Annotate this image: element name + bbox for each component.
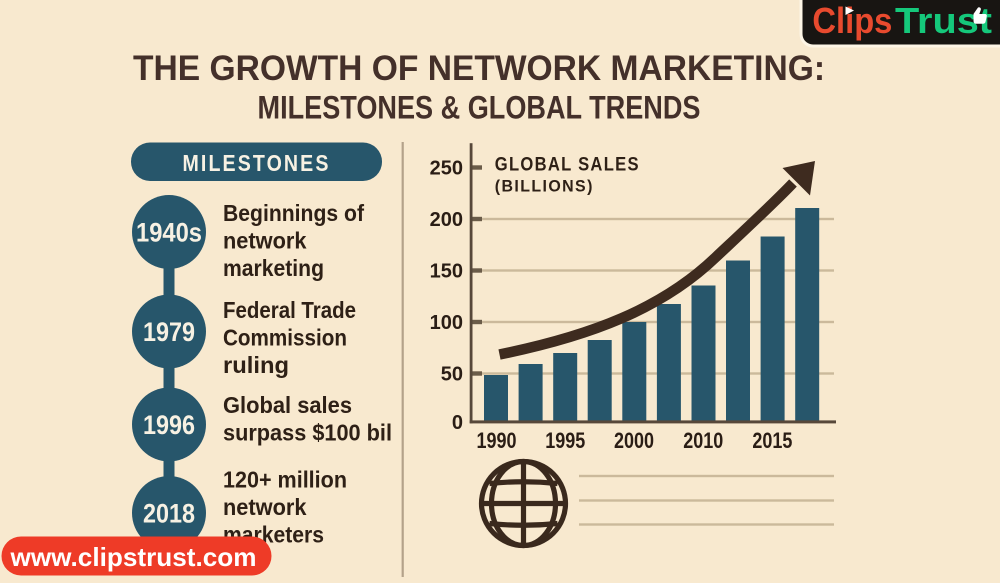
svg-text:250: 250 bbox=[430, 157, 463, 179]
svg-text:Commission: Commission bbox=[223, 324, 347, 350]
svg-text:surpass $100 bil: surpass $100 bil bbox=[223, 419, 392, 445]
svg-text:ruling: ruling bbox=[223, 352, 289, 378]
svg-text:150: 150 bbox=[430, 260, 463, 282]
svg-text:100: 100 bbox=[430, 312, 463, 334]
svg-text:network: network bbox=[223, 228, 307, 254]
svg-text:network: network bbox=[223, 494, 307, 520]
svg-text:1990: 1990 bbox=[477, 428, 517, 453]
svg-text:200: 200 bbox=[430, 209, 463, 231]
svg-text:Global sales: Global sales bbox=[223, 392, 352, 418]
svg-text:120+ million: 120+ million bbox=[223, 466, 347, 492]
svg-text:1996: 1996 bbox=[143, 410, 195, 440]
svg-text:Beginnings of: Beginnings of bbox=[223, 200, 364, 226]
svg-text:1995: 1995 bbox=[545, 428, 585, 453]
svg-text:www.clipstrust.com: www.clipstrust.com bbox=[9, 542, 256, 572]
svg-text:2000: 2000 bbox=[614, 428, 654, 453]
svg-text:THE GROWTH OF NETWORK MARKETIN: THE GROWTH OF NETWORK MARKETING: bbox=[133, 49, 825, 88]
svg-text:GLOBAL SALES: GLOBAL SALES bbox=[495, 153, 640, 175]
svg-text:Clips: Clips bbox=[812, 0, 892, 41]
svg-text:50: 50 bbox=[441, 363, 463, 385]
svg-text:0: 0 bbox=[452, 412, 463, 434]
svg-text:(BILLIONS): (BILLIONS) bbox=[495, 177, 594, 196]
svg-text:MILESTONES: MILESTONES bbox=[183, 150, 331, 176]
svg-text:marketing: marketing bbox=[223, 255, 324, 281]
svg-text:2010: 2010 bbox=[683, 428, 723, 453]
svg-text:MILESTONES & GLOBAL TRENDS: MILESTONES & GLOBAL TRENDS bbox=[258, 90, 701, 126]
svg-text:1979: 1979 bbox=[143, 317, 195, 347]
svg-text:Federal Trade: Federal Trade bbox=[223, 297, 356, 323]
svg-text:2015: 2015 bbox=[752, 428, 792, 453]
svg-text:2018: 2018 bbox=[143, 499, 195, 529]
svg-text:1940s: 1940s bbox=[136, 218, 202, 248]
